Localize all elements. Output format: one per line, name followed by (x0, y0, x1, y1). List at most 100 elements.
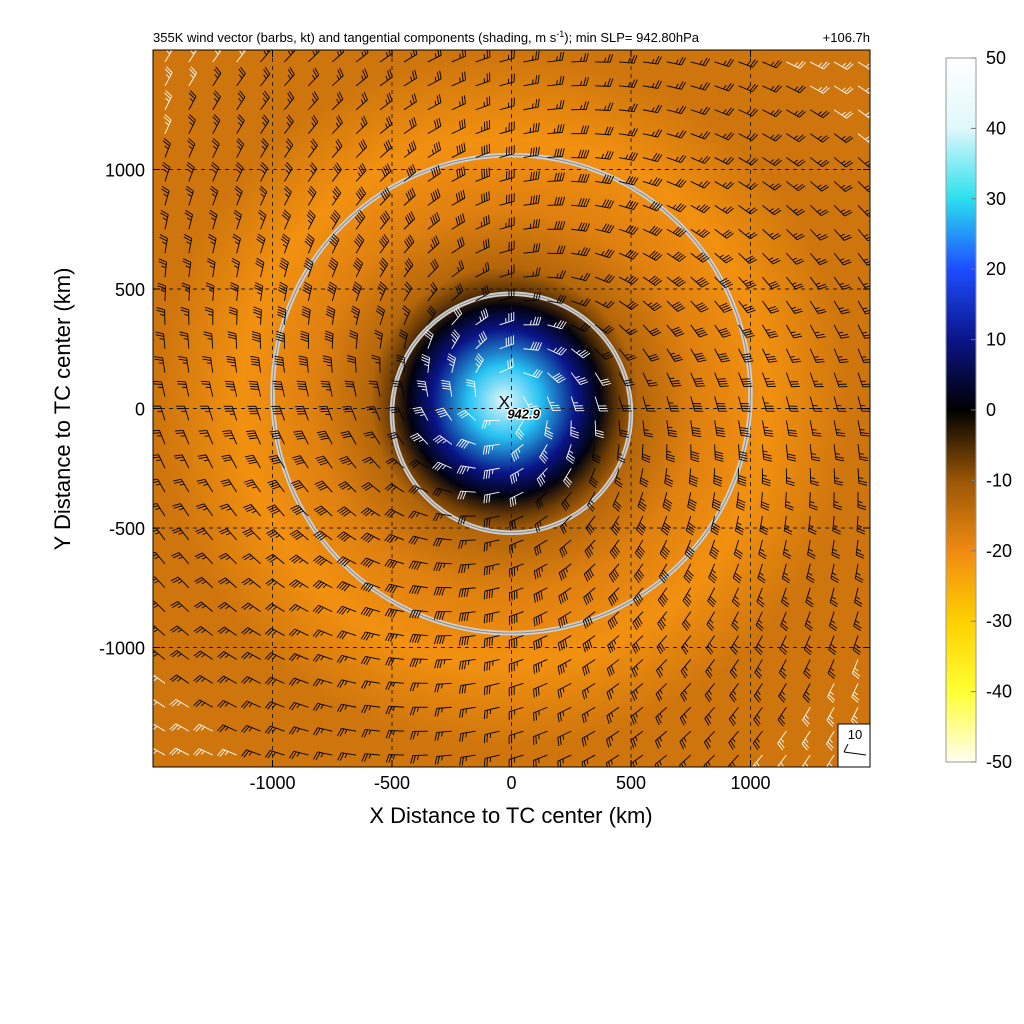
wind-barb (738, 83, 759, 93)
wind-barb (780, 611, 789, 632)
wind-barb (475, 72, 491, 87)
wind-barb (666, 324, 685, 337)
wind-barb (533, 611, 548, 627)
wind-barb (595, 54, 614, 63)
wind-barb (408, 459, 429, 469)
wind-barb (173, 478, 190, 493)
wind-barb (666, 178, 687, 188)
wind-barb (515, 420, 525, 440)
wind-barb (277, 306, 287, 325)
wind-barb (511, 443, 524, 462)
wind-barb (241, 578, 261, 589)
wind-barb (427, 70, 442, 87)
wind-barb (714, 396, 728, 412)
wind-barb (170, 601, 190, 612)
wind-barb (427, 282, 438, 302)
wind-barb (642, 372, 658, 387)
wind-barb (666, 130, 687, 139)
wind-barb (618, 420, 629, 438)
wind-barb (256, 233, 266, 254)
wind-barb (446, 353, 456, 373)
wind-barb (832, 516, 841, 535)
wind-barb (595, 174, 615, 185)
wind-barb (558, 587, 572, 605)
wind-barb (307, 162, 318, 182)
wind-barb (690, 252, 710, 263)
wind-barb (162, 137, 171, 158)
wind-barb (618, 324, 638, 336)
wind-barb (384, 608, 405, 618)
wind-barb (854, 587, 863, 608)
wind-barb (226, 355, 238, 373)
wind-barb (288, 726, 309, 735)
wind-barb (483, 467, 500, 480)
wind-barb (833, 205, 853, 217)
wind-barb (284, 67, 295, 87)
wind-barb (632, 611, 644, 631)
wind-barb (276, 330, 285, 349)
wind-barb (320, 380, 333, 397)
wind-barb (187, 114, 196, 134)
wind-barb (642, 201, 663, 212)
wind-barb (403, 164, 417, 182)
wind-barb (385, 657, 405, 667)
wind-barb (762, 348, 778, 363)
wind-barb (833, 276, 851, 290)
wind-barb (193, 748, 213, 757)
wind-barb (458, 611, 476, 622)
wind-barb (857, 420, 870, 437)
wind-barb (810, 109, 830, 119)
wind-barb (459, 706, 476, 718)
wind-barb (290, 480, 309, 493)
wind-barb (160, 210, 169, 230)
wind-barb (217, 748, 237, 757)
wind-barb (174, 429, 190, 445)
wind-barb (427, 94, 442, 111)
wind-barb (231, 257, 240, 278)
wind-barb (809, 300, 827, 315)
wind-barb (284, 114, 294, 134)
wind-barb (274, 355, 285, 373)
wind-barb (728, 754, 739, 767)
wind-barb (184, 209, 194, 230)
wind-barb (754, 659, 763, 679)
wind-barb (830, 563, 840, 584)
wind-barb (384, 533, 405, 544)
wind-barb (778, 683, 787, 703)
wind-barb (228, 306, 238, 325)
wind-barb (753, 706, 763, 727)
wind-barb (499, 192, 515, 206)
wind-barb (690, 444, 700, 463)
wind-barb (475, 308, 489, 326)
wind-barb (234, 185, 243, 206)
wind-barb (610, 515, 620, 536)
wind-barb (264, 701, 285, 710)
wind-barb (714, 58, 735, 67)
wind-barb (200, 380, 214, 397)
wind-barb (810, 61, 830, 70)
wind-barb (738, 157, 759, 166)
wind-barb (608, 563, 620, 583)
wind-barb (831, 539, 840, 559)
wind-barb (183, 234, 193, 254)
wind-barb (508, 659, 524, 673)
wind-barb (409, 658, 428, 668)
wind-barb (738, 59, 759, 68)
wind-barb (690, 228, 711, 238)
wind-barb (581, 706, 596, 724)
wind-barb (733, 539, 743, 560)
wind-barb (762, 324, 779, 339)
wind-barb (680, 659, 692, 679)
wind-barb (155, 331, 166, 349)
x-tick-label: -500 (374, 773, 410, 793)
wind-barb (785, 468, 795, 487)
wind-barb (785, 300, 803, 314)
wind-barb (403, 140, 417, 158)
wind-barb (738, 252, 757, 264)
wind-barb (432, 512, 452, 522)
wind-barb (714, 444, 724, 462)
colorbar-tick-label: -30 (986, 611, 1012, 631)
wind-barb (475, 238, 490, 254)
wind-barb (312, 702, 333, 712)
wind-barb (441, 380, 453, 397)
